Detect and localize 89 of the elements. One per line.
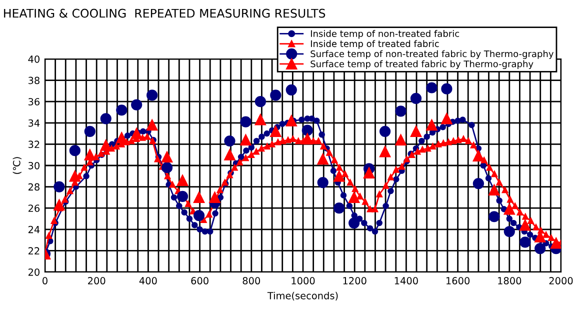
point [410, 126, 422, 137]
y-tick-label: 36 [28, 98, 40, 106]
point [317, 176, 328, 188]
legend-label: Inside temp of non-treated fabric [310, 30, 460, 39]
point [379, 146, 391, 158]
point [224, 135, 236, 147]
x-tick-label: 200 [88, 277, 106, 284]
y-tick-label: 20 [28, 268, 40, 276]
y-tick-label: 40 [28, 55, 40, 63]
point [224, 149, 236, 160]
point [504, 226, 515, 238]
x-axis-title: Time(seconds) [267, 292, 338, 300]
y-tick-label: 30 [28, 162, 40, 170]
point [100, 140, 112, 151]
point [254, 96, 266, 108]
point [161, 151, 173, 163]
point [270, 126, 282, 137]
point [534, 243, 546, 254]
point [441, 113, 452, 124]
chart-title: HEATING & COOLING REPEATED MEASURING RESULTS [4, 8, 326, 18]
point [302, 133, 313, 144]
x-tick-label: 0 [42, 277, 48, 284]
point [116, 104, 128, 116]
x-tick-label: 1400 [394, 277, 418, 284]
point [131, 99, 142, 110]
point [100, 113, 112, 124]
point [69, 170, 80, 182]
point [348, 192, 360, 204]
point [240, 134, 252, 146]
point [520, 236, 531, 248]
point [379, 126, 391, 137]
point [317, 154, 328, 165]
point [286, 115, 297, 126]
point [348, 217, 360, 229]
point [334, 170, 345, 182]
point [193, 192, 205, 204]
point [270, 90, 282, 101]
point [426, 82, 438, 94]
point [54, 199, 65, 210]
legend-label: Surface temp of non-treated fabric by Thermo-graphy [310, 50, 554, 59]
point [488, 211, 500, 222]
point [240, 116, 252, 128]
point [334, 202, 345, 214]
point [193, 210, 205, 222]
y-tick-label: 22 [28, 247, 40, 254]
point [504, 204, 515, 215]
point [472, 178, 484, 190]
point [395, 134, 406, 146]
y-tick-label: 34 [28, 119, 40, 127]
legend-label: Inside temp of treated fabric [310, 40, 439, 49]
x-tick-label: 2000 [549, 277, 573, 284]
x-tick-label: 1000 [292, 277, 315, 284]
point [363, 167, 375, 179]
point [209, 192, 220, 204]
point [395, 106, 406, 117]
y-axis-title: (℃) [12, 157, 22, 174]
point [520, 220, 531, 231]
point [441, 83, 452, 94]
point [84, 126, 96, 137]
point [472, 150, 484, 162]
point [176, 190, 188, 202]
x-tick-label: 1200 [343, 277, 366, 284]
y-tick-label: 24 [28, 226, 40, 234]
point [131, 128, 142, 140]
x-tick-label: 800 [242, 277, 260, 284]
y-tick-label: 26 [28, 204, 40, 212]
point [146, 119, 158, 131]
point [161, 162, 173, 174]
point [302, 124, 313, 136]
point [488, 184, 500, 196]
point [176, 174, 188, 186]
point [146, 90, 158, 101]
point [116, 132, 128, 144]
point [254, 114, 266, 126]
point [54, 181, 65, 192]
x-tick-label: 600 [191, 277, 208, 284]
x-tick-label: 1600 [446, 277, 470, 284]
y-tick-label: 28 [28, 183, 40, 191]
x-tick-label: 1800 [498, 277, 522, 284]
point [410, 92, 422, 104]
x-tick-label: 400 [139, 277, 157, 284]
legend-label: Surface temp of treated fabric by Thermo-graphy [310, 60, 534, 70]
y-tick-label: 38 [28, 76, 40, 84]
point [69, 145, 80, 156]
point [426, 119, 438, 131]
point [286, 84, 297, 96]
point [550, 238, 561, 249]
y-tick-label: 32 [28, 140, 40, 148]
point [84, 149, 96, 160]
